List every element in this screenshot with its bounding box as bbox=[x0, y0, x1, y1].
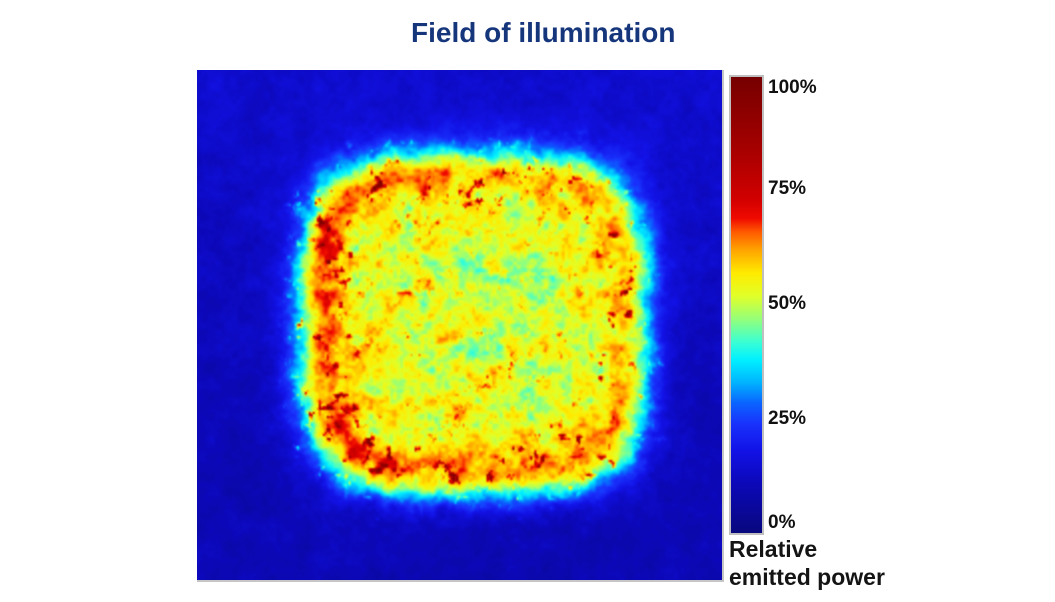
colorbar-gradient bbox=[729, 75, 764, 535]
figure-title: Field of illumination bbox=[411, 17, 676, 48]
colorbar-caption-line2: emitted power bbox=[729, 564, 885, 590]
colorbar-tick-label: 25% bbox=[768, 408, 807, 429]
illumination-heatmap-canvas bbox=[197, 70, 724, 582]
colorbar-ticks: 100% 75% 50% 25% 0% bbox=[768, 0, 838, 602]
colorbar-caption-line1: Relative bbox=[729, 536, 818, 562]
colorbar-caption: Relative emitted power bbox=[729, 535, 929, 591]
colorbar-tick-label: 0% bbox=[768, 512, 796, 533]
colorbar-tick-label: 100% bbox=[768, 77, 817, 98]
colorbar-tick-label: 50% bbox=[768, 293, 807, 314]
colorbar-tick-label: 75% bbox=[768, 178, 807, 199]
